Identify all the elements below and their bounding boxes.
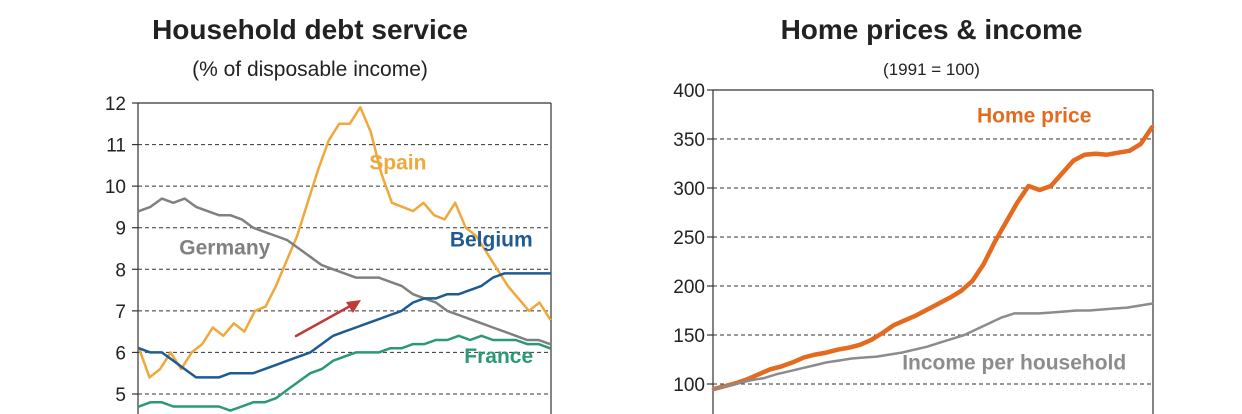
series-label-home-price: Home price xyxy=(977,104,1091,127)
series-label-france: France xyxy=(464,345,533,368)
y-tick-label: 8 xyxy=(115,260,126,281)
y-tick-label: 400 xyxy=(673,81,705,102)
y-tick-label: 5 xyxy=(115,385,126,406)
chart-subtitle: (1991 = 100) xyxy=(883,60,980,79)
chart-title: Household debt service xyxy=(152,14,468,45)
series-label-belgium: Belgium xyxy=(450,228,533,251)
series-line-belgium xyxy=(137,272,552,379)
y-tick-label: 11 xyxy=(106,136,126,157)
trend-arrow xyxy=(294,300,361,338)
series-line-home-price xyxy=(711,124,1155,392)
y-tick-label: 9 xyxy=(115,219,126,240)
y-tick-label: 150 xyxy=(673,326,705,347)
home-price-chart: Home prices & income (1991 = 100) 100 150… xyxy=(621,0,1242,414)
home-price-plot: 100 150 200 250 300 350 400 Home price Income pe… xyxy=(673,81,1155,414)
y-tick-label: 100 xyxy=(673,375,705,396)
debt-service-chart: Household debt service (% of disposable … xyxy=(0,0,620,414)
y-tick-label: 250 xyxy=(673,228,705,249)
y-tick-label: 200 xyxy=(673,277,705,298)
series-label-income: Income per household xyxy=(902,351,1126,374)
series-label-spain: Spain xyxy=(369,152,426,175)
series-label-germany: Germany xyxy=(179,237,270,260)
series-line-france xyxy=(137,334,552,412)
series-line-germany xyxy=(137,197,552,346)
series-line-spain xyxy=(137,105,552,379)
debt-service-plot: 5 6 7 8 9 10 11 12 Spain Germany Belgium France xyxy=(105,94,552,414)
y-tick-label: 350 xyxy=(673,130,705,151)
y-tick-label: 12 xyxy=(105,94,126,115)
y-tick-label: 10 xyxy=(105,177,126,198)
chart-title: Home prices & income xyxy=(780,14,1083,45)
y-tick-label: 7 xyxy=(115,302,126,323)
y-tick-label: 300 xyxy=(673,179,705,200)
y-tick-label: 6 xyxy=(115,343,126,364)
chart-subtitle: (% of disposable income) xyxy=(192,58,428,81)
series-line-income xyxy=(712,302,1154,391)
